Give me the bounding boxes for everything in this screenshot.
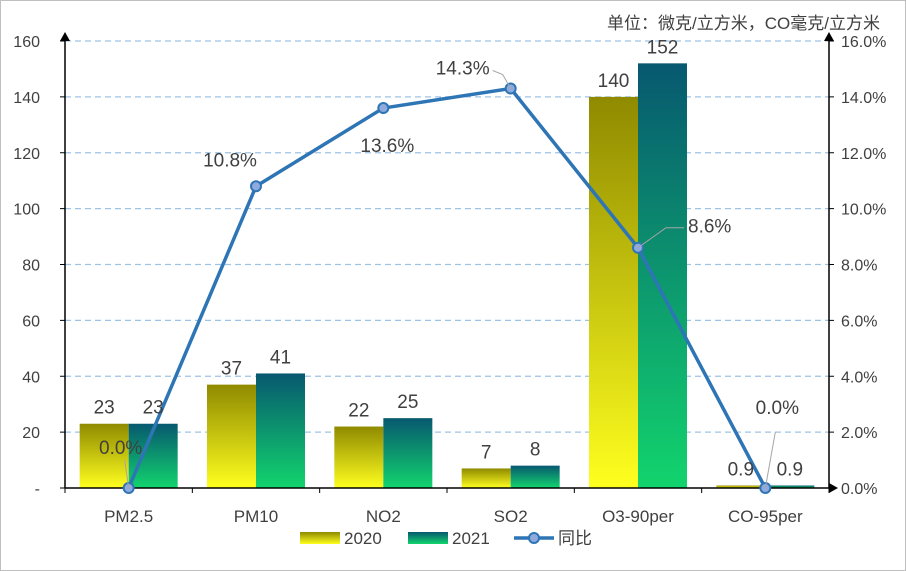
bar-2021-CO-95per bbox=[765, 485, 815, 488]
bar-2020-CO-95per bbox=[716, 485, 766, 488]
right-tick-label: 16.0% bbox=[841, 34, 886, 51]
leader-line bbox=[637, 227, 684, 249]
bar-value-label: 152 bbox=[647, 37, 679, 58]
category-label: SO2 bbox=[494, 507, 528, 526]
bar-2020-SO2 bbox=[461, 468, 511, 488]
legend: 2020 2021 同比 bbox=[300, 529, 592, 548]
yoy-line-path bbox=[127, 86, 767, 489]
category-label: CO-95per bbox=[728, 507, 803, 526]
bar-2020-PM2.5 bbox=[79, 423, 129, 488]
left-tick-label: 20 bbox=[22, 425, 40, 442]
leader-line bbox=[492, 70, 512, 89]
bar-value-label: 37 bbox=[221, 359, 242, 380]
bar-2020-NO2 bbox=[334, 426, 384, 488]
bar-2021-O3-90per bbox=[638, 63, 687, 488]
bar-2021-PM2.5 bbox=[128, 423, 178, 488]
bar-2021-PM10 bbox=[256, 373, 305, 488]
yoy-value-label: 0.0% bbox=[756, 398, 799, 419]
left-tick-label: 40 bbox=[22, 369, 40, 386]
bar-2020-PM10 bbox=[207, 384, 256, 488]
left-tick-label: 160 bbox=[13, 34, 40, 51]
left-tick-label: 80 bbox=[22, 258, 40, 275]
bars bbox=[79, 63, 815, 488]
yoy-value-label: 8.6% bbox=[688, 217, 731, 238]
yoy-value-label: 13.6% bbox=[360, 136, 414, 157]
legend-swatch-2021 bbox=[408, 532, 448, 544]
bar-2020-O3-90per bbox=[589, 96, 638, 488]
yoy-point-NO2 bbox=[377, 102, 390, 115]
right-tick-label: 8.0% bbox=[841, 258, 877, 275]
category-label: O3-90per bbox=[602, 507, 674, 526]
right-tick-label: 0.0% bbox=[841, 481, 877, 498]
unit-note: 单位：微克/立方米，CO毫克/立方米 bbox=[607, 14, 880, 33]
bar-value-label: 8 bbox=[530, 440, 541, 461]
yoy-point-PM10 bbox=[250, 180, 262, 193]
bar-value-label: 0.9 bbox=[728, 459, 754, 480]
right-tick-label: 14.0% bbox=[841, 90, 886, 107]
bar-value-label: 41 bbox=[270, 347, 291, 368]
left-tick-label: - bbox=[35, 481, 40, 498]
yoy-value-label: 14.3% bbox=[436, 58, 490, 79]
left-tick-label: 100 bbox=[13, 202, 40, 219]
right-tick-label: 4.0% bbox=[841, 369, 877, 386]
left-tick-label: 60 bbox=[22, 313, 40, 330]
legend-label-2021: 2021 bbox=[452, 529, 490, 548]
yoy-value-label: 10.8% bbox=[203, 150, 257, 171]
bar-value-label: 7 bbox=[481, 442, 492, 463]
legend-label-yoy: 同比 bbox=[558, 529, 592, 548]
yoy-value-label: 0.0% bbox=[99, 438, 142, 459]
right-axis-arrow bbox=[824, 32, 834, 41]
axes: - 20 40 60 80 100 120 140 160 0.0% 2.0% 4.0% 6.0% 8.0… bbox=[13, 32, 886, 526]
bar-value-label: 25 bbox=[397, 392, 418, 413]
right-tick-label: 10.0% bbox=[841, 202, 886, 219]
legend-label-2020: 2020 bbox=[344, 529, 382, 548]
right-tick-label: 12.0% bbox=[841, 146, 886, 163]
category-label: NO2 bbox=[366, 507, 401, 526]
right-tick-label: 2.0% bbox=[841, 425, 877, 442]
category-label: PM2.5 bbox=[104, 507, 153, 526]
left-tick-label: 120 bbox=[13, 146, 40, 163]
left-tick-label: 140 bbox=[13, 90, 40, 107]
data-labels: 23 37 22 7 140 0.9 23 41 25 8 152 0.9 0.0% 10.8% 13.6%… bbox=[94, 37, 803, 489]
leader-line bbox=[124, 459, 130, 489]
left-axis-arrow bbox=[60, 32, 70, 41]
bar-value-label: 23 bbox=[94, 398, 115, 419]
bar-value-label: 23 bbox=[143, 398, 164, 419]
legend-swatch-2020 bbox=[300, 532, 340, 544]
right-tick-label: 6.0% bbox=[841, 313, 877, 330]
bar-value-label: 140 bbox=[598, 71, 630, 92]
category-label: PM10 bbox=[234, 507, 278, 526]
bar-2021-SO2 bbox=[510, 465, 560, 488]
bar-value-label: 22 bbox=[348, 401, 369, 422]
bar-2021-NO2 bbox=[383, 418, 433, 488]
legend-swatch-marker bbox=[528, 532, 540, 544]
bar-value-label: 0.9 bbox=[777, 459, 803, 480]
leader-line bbox=[764, 431, 776, 489]
